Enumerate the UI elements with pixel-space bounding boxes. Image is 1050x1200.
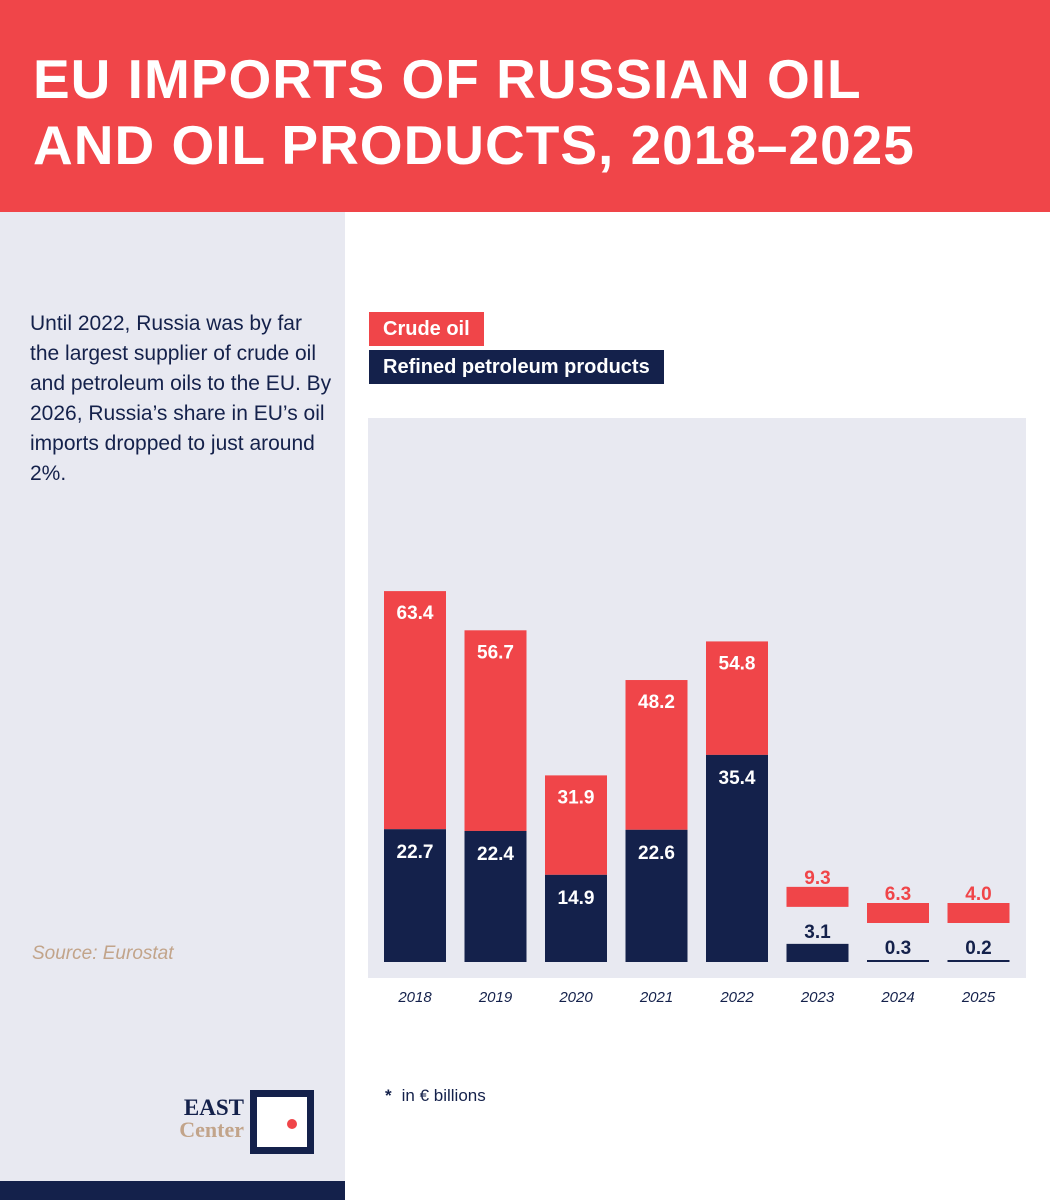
tick-label-2019: 2019 [478,989,513,1006]
bar-refined-2018 [384,829,446,962]
bar-refined-2021 [625,829,688,962]
label-crude-2018: 63.4 [397,603,434,624]
tick-label-2023: 2023 [800,989,835,1006]
tick-label-2024: 2024 [880,989,914,1006]
bar-crude-2022 [706,641,768,755]
footnote-star: * [385,1086,392,1105]
footnote: * in € billions [385,1086,486,1106]
label-refined-2025: 0.2 [965,938,991,959]
logo-dot-icon [287,1119,297,1129]
tick-label-2025: 2025 [961,989,996,1006]
sidebar-bottom-bar [0,1181,345,1200]
page-title: EU IMPORTS OF RUSSIAN OIL AND OIL PRODUC… [33,48,915,176]
label-crude-2025: 4.0 [965,884,991,905]
tick-label-2022: 2022 [719,989,754,1006]
stacked-bar-chart: 63.4 22.7 2018 56.7 22.4 2019 31.9 14.9 2020 48.2… [384,591,1010,1006]
logo-east-text: EAST [183,1095,244,1120]
east-center-logo: EAST Center [160,1095,244,1142]
bar-crude-2021 [625,680,688,830]
tick-label-2021: 2021 [639,989,673,1006]
bar-refined-2024 [867,960,929,962]
legend-crude-oil: Crude oil [369,312,484,346]
label-refined-2022: 35.4 [719,768,756,789]
label-crude-2024: 6.3 [885,884,911,905]
label-refined-2023: 3.1 [804,922,831,943]
tick-label-2020: 2020 [558,989,593,1006]
bar-refined-2020 [545,874,607,962]
bar-refined-2019 [464,830,527,962]
label-refined-2019: 22.4 [477,844,514,865]
bar-crude-2019 [464,630,527,831]
logo-square-icon [250,1090,314,1154]
bar-crude-2018 [384,591,446,830]
bar-refined-2025 [947,960,1010,962]
label-crude-2019: 56.7 [477,642,514,663]
label-crude-2021: 48.2 [638,692,675,713]
legend-refined-products: Refined petroleum products [369,350,664,384]
label-refined-2021: 22.6 [638,843,675,864]
bar-crude-2024 [867,903,929,923]
intro-text: Until 2022, Russia was by far the larges… [30,312,332,485]
logo-center-text: Center [179,1117,244,1142]
label-refined-2020: 14.9 [558,888,595,909]
label-refined-2018: 22.7 [397,842,434,863]
label-refined-2024: 0.3 [885,938,911,959]
header-banner: EU IMPORTS OF RUSSIAN OIL AND OIL PRODUC… [0,0,1050,212]
bar-crude-2020 [545,775,607,875]
bar-crude-2023 [786,886,849,907]
footnote-text: in € billions [401,1086,486,1105]
label-crude-2020: 31.9 [558,787,595,808]
bar-refined-2023 [786,943,849,962]
source-note: Source: Eurostat [32,943,174,964]
label-crude-2022: 54.8 [719,653,756,674]
label-crude-2023: 9.3 [804,868,830,889]
bar-refined-2022 [706,754,768,962]
sidebar-panel [0,212,345,1200]
bar-crude-2025 [947,903,1010,923]
tick-label-2018: 2018 [397,989,432,1006]
